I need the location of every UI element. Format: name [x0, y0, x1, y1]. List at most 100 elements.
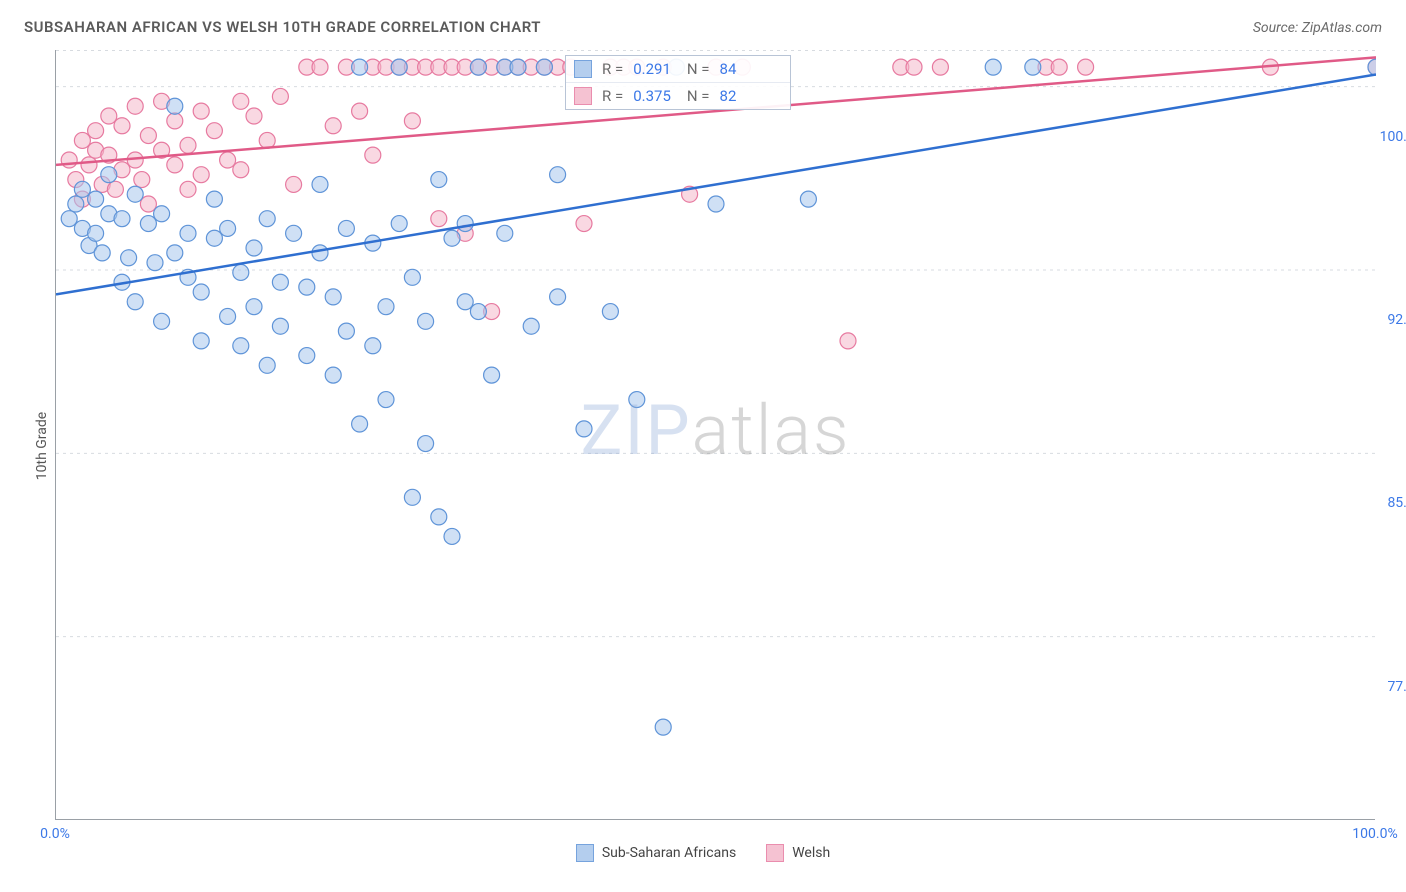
point-subsaharan[interactable]: [233, 264, 249, 280]
point-subsaharan[interactable]: [233, 338, 249, 354]
point-welsh[interactable]: [107, 181, 123, 197]
point-subsaharan[interactable]: [88, 225, 104, 241]
point-welsh[interactable]: [114, 118, 130, 134]
point-subsaharan[interactable]: [312, 245, 328, 261]
point-welsh[interactable]: [404, 113, 420, 129]
point-subsaharan[interactable]: [457, 216, 473, 232]
point-welsh[interactable]: [81, 157, 97, 173]
point-welsh[interactable]: [246, 108, 262, 124]
point-subsaharan[interactable]: [180, 225, 196, 241]
point-subsaharan[interactable]: [193, 333, 209, 349]
point-subsaharan[interactable]: [68, 196, 84, 212]
point-welsh[interactable]: [576, 216, 592, 232]
point-subsaharan[interactable]: [259, 211, 275, 227]
point-subsaharan[interactable]: [444, 528, 460, 544]
point-subsaharan[interactable]: [272, 318, 288, 334]
point-subsaharan[interactable]: [299, 279, 315, 295]
point-welsh[interactable]: [840, 333, 856, 349]
point-subsaharan[interactable]: [206, 191, 222, 207]
point-welsh[interactable]: [352, 103, 368, 119]
point-welsh[interactable]: [286, 176, 302, 192]
point-welsh[interactable]: [312, 59, 328, 75]
point-subsaharan[interactable]: [325, 367, 341, 383]
point-subsaharan[interactable]: [536, 59, 552, 75]
point-subsaharan[interactable]: [101, 167, 117, 183]
point-welsh[interactable]: [220, 152, 236, 168]
legend-item[interactable]: Sub-Saharan Africans: [576, 844, 736, 862]
point-subsaharan[interactable]: [74, 181, 90, 197]
point-subsaharan[interactable]: [470, 59, 486, 75]
point-subsaharan[interactable]: [154, 206, 170, 222]
point-subsaharan[interactable]: [365, 338, 381, 354]
legend-item[interactable]: Welsh: [766, 844, 830, 862]
point-subsaharan[interactable]: [114, 211, 130, 227]
point-subsaharan[interactable]: [220, 308, 236, 324]
point-welsh[interactable]: [206, 123, 222, 139]
point-welsh[interactable]: [61, 152, 77, 168]
point-subsaharan[interactable]: [312, 176, 328, 192]
point-subsaharan[interactable]: [167, 245, 183, 261]
point-subsaharan[interactable]: [352, 416, 368, 432]
point-welsh[interactable]: [134, 172, 150, 188]
point-welsh[interactable]: [272, 88, 288, 104]
point-welsh[interactable]: [431, 211, 447, 227]
point-subsaharan[interactable]: [220, 220, 236, 236]
point-subsaharan[interactable]: [418, 436, 434, 452]
point-subsaharan[interactable]: [338, 220, 354, 236]
point-subsaharan[interactable]: [246, 240, 262, 256]
point-subsaharan[interactable]: [246, 299, 262, 315]
point-subsaharan[interactable]: [352, 59, 368, 75]
point-welsh[interactable]: [180, 137, 196, 153]
point-subsaharan[interactable]: [470, 304, 486, 320]
point-welsh[interactable]: [193, 167, 209, 183]
point-welsh[interactable]: [127, 98, 143, 114]
point-subsaharan[interactable]: [154, 313, 170, 329]
point-subsaharan[interactable]: [121, 250, 137, 266]
point-welsh[interactable]: [193, 103, 209, 119]
point-subsaharan[interactable]: [497, 225, 513, 241]
point-subsaharan[interactable]: [338, 323, 354, 339]
point-subsaharan[interactable]: [147, 255, 163, 271]
point-subsaharan[interactable]: [378, 299, 394, 315]
point-subsaharan[interactable]: [708, 196, 724, 212]
point-subsaharan[interactable]: [510, 59, 526, 75]
point-welsh[interactable]: [365, 147, 381, 163]
point-subsaharan[interactable]: [404, 269, 420, 285]
point-subsaharan[interactable]: [404, 489, 420, 505]
point-welsh[interactable]: [167, 113, 183, 129]
point-welsh[interactable]: [140, 196, 156, 212]
point-subsaharan[interactable]: [391, 216, 407, 232]
point-subsaharan[interactable]: [272, 274, 288, 290]
point-subsaharan[interactable]: [325, 289, 341, 305]
point-subsaharan[interactable]: [985, 59, 1001, 75]
point-subsaharan[interactable]: [299, 348, 315, 364]
point-subsaharan[interactable]: [286, 225, 302, 241]
point-subsaharan[interactable]: [576, 421, 592, 437]
point-subsaharan[interactable]: [378, 392, 394, 408]
point-welsh[interactable]: [932, 59, 948, 75]
point-subsaharan[interactable]: [523, 318, 539, 334]
point-welsh[interactable]: [140, 128, 156, 144]
point-subsaharan[interactable]: [655, 719, 671, 735]
point-welsh[interactable]: [906, 59, 922, 75]
point-subsaharan[interactable]: [206, 230, 222, 246]
point-welsh[interactable]: [1051, 59, 1067, 75]
point-subsaharan[interactable]: [629, 392, 645, 408]
point-subsaharan[interactable]: [431, 172, 447, 188]
point-subsaharan[interactable]: [1025, 59, 1041, 75]
point-subsaharan[interactable]: [431, 509, 447, 525]
point-subsaharan[interactable]: [1368, 59, 1376, 75]
point-welsh[interactable]: [74, 132, 90, 148]
point-subsaharan[interactable]: [140, 216, 156, 232]
point-subsaharan[interactable]: [193, 284, 209, 300]
point-subsaharan[interactable]: [457, 294, 473, 310]
point-subsaharan[interactable]: [800, 191, 816, 207]
point-subsaharan[interactable]: [550, 167, 566, 183]
point-subsaharan[interactable]: [167, 98, 183, 114]
point-subsaharan[interactable]: [88, 191, 104, 207]
point-welsh[interactable]: [233, 93, 249, 109]
point-welsh[interactable]: [101, 108, 117, 124]
point-subsaharan[interactable]: [259, 357, 275, 373]
point-welsh[interactable]: [88, 123, 104, 139]
point-subsaharan[interactable]: [94, 245, 110, 261]
